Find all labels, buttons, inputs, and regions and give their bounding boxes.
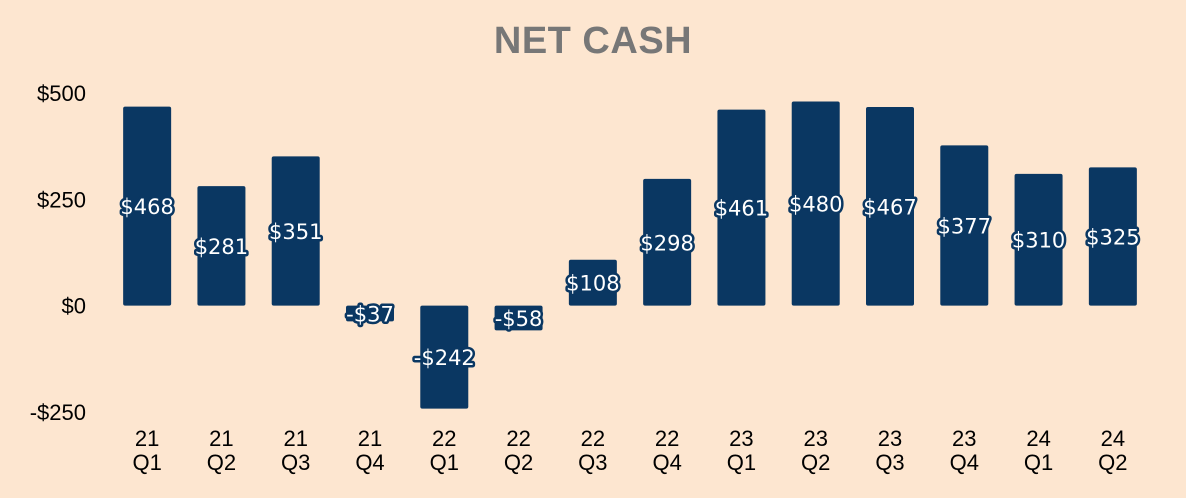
bars xyxy=(123,101,1137,409)
bar xyxy=(940,145,989,306)
x-tick-label-quarter: Q2 xyxy=(207,450,236,475)
data-label: $325 xyxy=(1086,226,1139,250)
chart-title: NET CASH xyxy=(493,20,693,62)
data-label: $480 xyxy=(789,193,842,217)
data-label: $467 xyxy=(863,195,916,219)
data-label: $298 xyxy=(640,231,693,255)
bar xyxy=(346,305,394,322)
data-label: -$242 xyxy=(414,346,475,370)
x-tick-label-quarter: Q4 xyxy=(652,450,681,475)
y-axis: $500 $250 $0 -$250 xyxy=(30,81,86,425)
x-tick-label-year: 23 xyxy=(803,426,827,451)
data-label: $461 xyxy=(715,197,768,221)
data-label: $468 xyxy=(120,195,173,219)
x-tick-label-year: 24 xyxy=(1101,426,1125,451)
bar xyxy=(791,101,840,306)
data-label: $310 xyxy=(1012,229,1065,253)
x-tick-label-year: 22 xyxy=(581,426,605,451)
x-tick-label-quarter: Q3 xyxy=(578,450,607,475)
bar xyxy=(197,186,246,306)
x-tick-label-quarter: Q4 xyxy=(950,450,979,475)
y-tick-label: $0 xyxy=(62,294,86,319)
x-tick-label-year: 21 xyxy=(283,426,307,451)
bar xyxy=(1014,173,1063,306)
bar xyxy=(717,109,766,306)
x-tick-label-quarter: Q1 xyxy=(1024,450,1053,475)
x-tick-label-year: 21 xyxy=(358,426,382,451)
bar xyxy=(866,107,914,306)
y-tick-label: $250 xyxy=(37,187,86,212)
data-label: $108 xyxy=(566,272,619,296)
data-label: $377 xyxy=(938,214,991,238)
x-tick-label-year: 23 xyxy=(729,426,753,451)
x-tick-label-year: 22 xyxy=(655,426,679,451)
bar xyxy=(420,305,469,409)
x-tick-label-quarter: Q1 xyxy=(430,450,459,475)
data-label: -$37 xyxy=(346,303,394,327)
bar xyxy=(123,106,172,306)
x-tick-label-quarter: Q1 xyxy=(132,450,161,475)
x-tick-label-year: 21 xyxy=(209,426,233,451)
data-label: $351 xyxy=(269,220,322,244)
x-tick-label-quarter: Q2 xyxy=(801,450,830,475)
bar xyxy=(271,156,320,306)
bar xyxy=(568,259,617,306)
bar xyxy=(494,305,543,331)
x-tick-label-year: 23 xyxy=(952,426,976,451)
data-labels: $468 $281 $351 -$37 -$242 -$58 $108 $298 $461 $48… xyxy=(118,190,1142,373)
data-label: $281 xyxy=(195,235,248,259)
x-tick-label-quarter: Q3 xyxy=(875,450,904,475)
x-tick-label-year: 22 xyxy=(432,426,456,451)
bar xyxy=(643,178,692,306)
y-tick-label: $500 xyxy=(37,81,86,106)
x-tick-label-quarter: Q3 xyxy=(281,450,310,475)
y-tick-label: -$250 xyxy=(30,400,86,425)
x-tick-label-year: 23 xyxy=(878,426,902,451)
x-tick-label-year: 24 xyxy=(1026,426,1050,451)
x-tick-label-quarter: Q2 xyxy=(504,450,533,475)
x-axis: 21Q121Q221Q321Q422Q122Q222Q322Q423Q123Q2… xyxy=(132,426,1127,475)
x-tick-label-quarter: Q1 xyxy=(727,450,756,475)
bar xyxy=(1088,167,1137,306)
data-label: -$58 xyxy=(495,307,543,331)
x-tick-label-quarter: Q4 xyxy=(355,450,384,475)
x-tick-label-year: 21 xyxy=(135,426,159,451)
x-tick-label-year: 22 xyxy=(506,426,530,451)
x-tick-label-quarter: Q2 xyxy=(1098,450,1127,475)
